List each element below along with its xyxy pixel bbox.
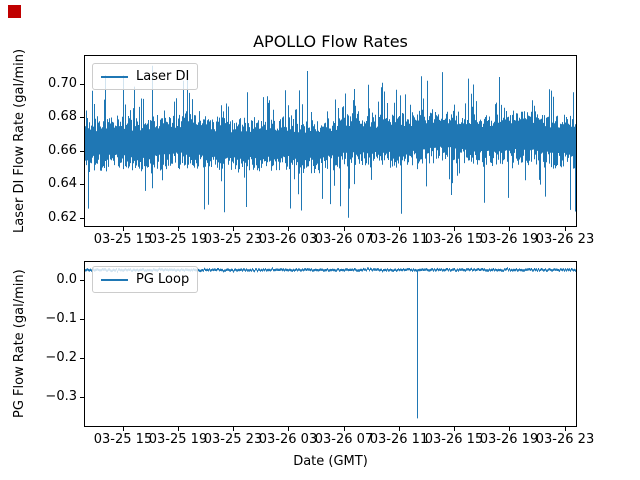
y-tick-label: 0.68 xyxy=(48,109,77,124)
legend-bottom: PG Loop xyxy=(92,266,199,293)
top-plot-area xyxy=(84,55,577,227)
y-tick-label: 0.62 xyxy=(48,210,77,225)
x-tick-mark xyxy=(454,427,455,431)
axes-frame-bottom xyxy=(84,261,577,427)
x-tick-mark xyxy=(233,427,234,431)
y-tick-mark xyxy=(80,319,84,320)
y-tick-mark xyxy=(80,397,84,398)
y-tick-label: −0.3 xyxy=(45,389,77,404)
legend-line-icon xyxy=(101,75,128,78)
y-tick-label: −0.2 xyxy=(45,350,77,365)
x-tick-label: 03-25 23 xyxy=(203,232,263,247)
y-tick-mark xyxy=(80,280,84,281)
x-tick-label: 03-26 23 xyxy=(535,432,595,447)
x-tick-mark xyxy=(288,427,289,431)
x-tick-mark xyxy=(344,227,345,231)
y-tick-label: 0.66 xyxy=(48,143,77,158)
x-tick-mark xyxy=(178,427,179,431)
x-tick-label: 03-26 11 xyxy=(369,232,429,247)
x-tick-mark xyxy=(344,427,345,431)
x-tick-mark xyxy=(509,427,510,431)
legend-line-icon xyxy=(101,278,128,281)
x-axis-label: Date (GMT) xyxy=(293,454,368,469)
y-axis-label-bottom: PG Flow Rate (gal/min) xyxy=(12,269,27,419)
y-tick-mark xyxy=(80,117,84,118)
x-tick-label: 03-26 03 xyxy=(258,432,318,447)
x-tick-mark xyxy=(123,427,124,431)
x-tick-label: 03-25 23 xyxy=(203,432,263,447)
y-tick-label: −0.1 xyxy=(45,311,77,326)
x-tick-mark xyxy=(233,227,234,231)
y-tick-label: 0.70 xyxy=(48,76,77,91)
x-tick-label: 03-26 07 xyxy=(314,232,374,247)
x-tick-mark xyxy=(509,227,510,231)
y-tick-mark xyxy=(80,184,84,185)
x-tick-label: 03-26 19 xyxy=(479,432,539,447)
x-tick-label: 03-26 15 xyxy=(424,432,484,447)
x-tick-mark xyxy=(565,427,566,431)
y-tick-mark xyxy=(80,151,84,152)
x-tick-label: 03-26 19 xyxy=(479,232,539,247)
y-tick-mark xyxy=(80,358,84,359)
x-tick-mark xyxy=(399,427,400,431)
x-tick-mark xyxy=(288,227,289,231)
x-tick-label: 03-25 15 xyxy=(93,432,153,447)
y-tick-label: 0.64 xyxy=(48,176,77,191)
x-tick-mark xyxy=(178,227,179,231)
axes-frame-top xyxy=(84,55,577,227)
x-tick-label: 03-25 19 xyxy=(148,232,208,247)
legend-label-pg-loop: PG Loop xyxy=(136,272,190,287)
legend-top: Laser DI xyxy=(92,63,199,90)
x-tick-label: 03-25 15 xyxy=(93,232,153,247)
x-tick-label: 03-25 19 xyxy=(148,432,208,447)
x-tick-mark xyxy=(454,227,455,231)
y-tick-mark xyxy=(80,84,84,85)
x-tick-mark xyxy=(565,227,566,231)
x-tick-label: 03-26 23 xyxy=(535,232,595,247)
y-axis-label-top: Laser DI Flow Rate (gal/min) xyxy=(12,48,27,234)
x-tick-mark xyxy=(123,227,124,231)
x-tick-label: 03-26 07 xyxy=(314,432,374,447)
x-tick-label: 03-26 11 xyxy=(369,432,429,447)
x-tick-label: 03-26 15 xyxy=(424,232,484,247)
x-tick-mark xyxy=(399,227,400,231)
x-tick-label: 03-26 03 xyxy=(258,232,318,247)
red-square-marker xyxy=(8,5,21,18)
y-tick-label: 0.0 xyxy=(56,272,77,287)
y-tick-mark xyxy=(80,218,84,219)
chart-title: APOLLO Flow Rates xyxy=(253,32,408,51)
legend-label-laser-di: Laser DI xyxy=(136,69,190,84)
